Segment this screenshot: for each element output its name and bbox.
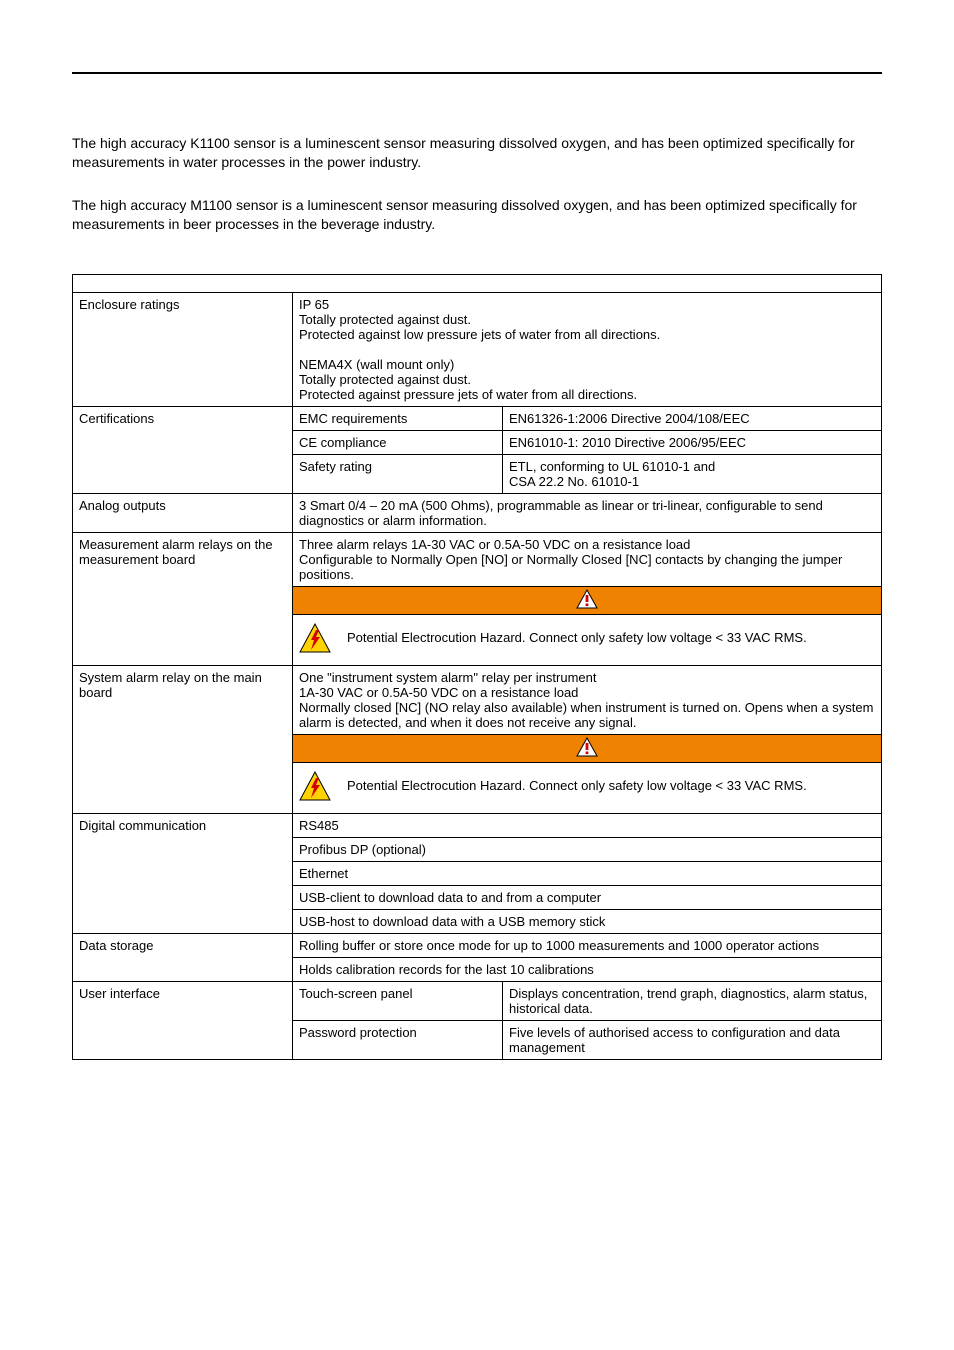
top-divider [72, 72, 882, 74]
value-ui-password: Five levels of authorised access to conf… [503, 1020, 882, 1059]
row-storage-1: Data storage Rolling buffer or store onc… [73, 933, 882, 957]
table-header-spacer [73, 274, 882, 292]
label-ce: CE compliance [293, 430, 503, 454]
electrocution-hazard-icon [299, 623, 331, 653]
label-emc: EMC requirements [293, 406, 503, 430]
value-storage-2: Holds calibration records for the last 1… [293, 957, 882, 981]
label-ui: User interface [73, 981, 293, 1059]
row-cert-emc: Certifications EMC requirements EN61326-… [73, 406, 882, 430]
intro-k1100: The high accuracy K1100 sensor is a lumi… [72, 134, 882, 172]
electrocution-hazard-icon [299, 771, 331, 801]
label-storage: Data storage [73, 933, 293, 981]
row-meas-relay-text: Measurement alarm relays on the measurem… [73, 532, 882, 586]
value-safety: ETL, conforming to UL 61010-1 and CSA 22… [503, 454, 882, 493]
row-ui-1: User interface Touch-screen panel Displa… [73, 981, 882, 1020]
value-digital-3: Ethernet [293, 861, 882, 885]
value-ce: EN61010-1: 2010 Directive 2006/95/EEC [503, 430, 882, 454]
label-meas-relay: Measurement alarm relays on the measurem… [73, 532, 293, 665]
intro-m1100: The high accuracy M1100 sensor is a lumi… [72, 196, 882, 234]
label-ui-password: Password protection [293, 1020, 503, 1059]
value-digital-4: USB-client to download data to and from … [293, 885, 882, 909]
warning-header-bar [293, 735, 881, 762]
value-sys-relay: One "instrument system alarm" relay per … [293, 665, 882, 734]
label-enclosure: Enclosure ratings [73, 292, 293, 406]
value-ui-touch: Displays concentration, trend graph, dia… [503, 981, 882, 1020]
value-digital-2: Profibus DP (optional) [293, 837, 882, 861]
value-emc: EN61326-1:2006 Directive 2004/108/EEC [503, 406, 882, 430]
label-certifications: Certifications [73, 406, 293, 493]
hazard-text-sys: Potential Electrocution Hazard. Connect … [347, 778, 875, 793]
value-meas-relay: Three alarm relays 1A-30 VAC or 0.5A-50 … [293, 532, 882, 586]
label-digital: Digital communication [73, 813, 293, 933]
value-analog: 3 Smart 0/4 – 20 mA (500 Ohms), programm… [293, 493, 882, 532]
label-ui-touch: Touch-screen panel [293, 981, 503, 1020]
row-enclosure: Enclosure ratings IP 65 Totally protecte… [73, 292, 882, 406]
row-digital-1: Digital communication RS485 [73, 813, 882, 837]
row-sys-relay-text: System alarm relay on the main board One… [73, 665, 882, 734]
warning-triangle-icon [576, 737, 598, 757]
label-sys-relay: System alarm relay on the main board [73, 665, 293, 813]
spec-table: Enclosure ratings IP 65 Totally protecte… [72, 274, 882, 1060]
value-digital-5: USB-host to download data with a USB mem… [293, 909, 882, 933]
warning-header-bar [293, 587, 881, 614]
hazard-text-meas: Potential Electrocution Hazard. Connect … [347, 630, 875, 645]
value-enclosure: IP 65 Totally protected against dust. Pr… [293, 292, 882, 406]
value-storage-1: Rolling buffer or store once mode for up… [293, 933, 882, 957]
row-analog: Analog outputs 3 Smart 0/4 – 20 mA (500 … [73, 493, 882, 532]
value-digital-1: RS485 [293, 813, 882, 837]
warning-triangle-icon [576, 589, 598, 609]
label-analog: Analog outputs [73, 493, 293, 532]
label-safety: Safety rating [293, 454, 503, 493]
